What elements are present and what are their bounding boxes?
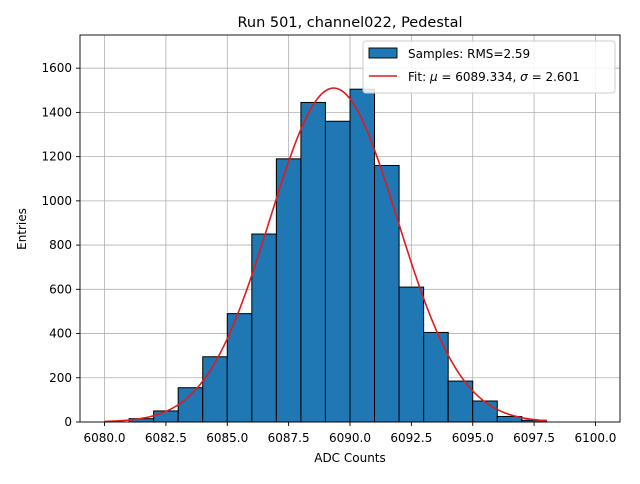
histogram-bar (300, 101, 326, 423)
x-tick-label: 6082.5 (145, 431, 187, 445)
fit-curve (104, 87, 547, 423)
histogram-bar (447, 380, 474, 423)
x-tick-label: 6087.5 (268, 431, 310, 445)
y-tick-label: 600 (49, 282, 72, 296)
histogram-bar (324, 120, 351, 423)
x-axis-ticks: 6080.0 6082.5 6085.0 6087.5 6090.0 6092.5 6095… (84, 422, 616, 445)
histogram-bar (275, 158, 302, 423)
histogram-bar (472, 400, 498, 423)
x-tick-label: 6090.0 (329, 431, 371, 445)
x-tick-label: 6097.5 (513, 431, 555, 445)
x-tick-label: 6080.0 (84, 431, 126, 445)
x-tick-label: 6095.0 (452, 431, 494, 445)
histogram-bar (423, 331, 449, 423)
y-tick-label: 800 (49, 238, 72, 252)
y-tick-label: 1200 (41, 150, 72, 164)
legend-fit-label: Fit: μ = 6089.334, σ = 2.601 (408, 70, 580, 84)
chart-title: Run 501, channel022, Pedestal (237, 15, 462, 31)
y-tick-label: 400 (49, 327, 72, 341)
y-tick-label: 0 (64, 415, 72, 429)
legend: Samples: RMS=2.59 Fit: μ = 6089.334, σ =… (362, 40, 616, 94)
histogram-bars (128, 88, 547, 423)
legend-histogram-swatch (368, 47, 398, 59)
y-tick-label: 200 (49, 371, 72, 385)
y-tick-label: 1000 (41, 194, 72, 208)
histogram-bar (374, 164, 400, 423)
x-axis-label: ADC Counts (314, 451, 386, 465)
y-tick-label: 1400 (41, 105, 72, 119)
x-tick-label: 6085.0 (206, 431, 248, 445)
histogram-bar (202, 356, 228, 423)
x-tick-label: 6100.0 (574, 431, 616, 445)
x-tick-label: 6092.5 (390, 431, 432, 445)
histogram-bar (177, 387, 204, 423)
histogram-bar (398, 286, 425, 423)
y-tick-label: 1600 (41, 61, 72, 75)
legend-histogram-label: Samples: RMS=2.59 (408, 47, 530, 61)
histogram-bar (153, 410, 179, 423)
y-axis-ticks: 0 200 400 600 800 1000 1200 1400 1600 (41, 61, 80, 429)
y-axis-label: Entries (15, 208, 29, 250)
legend-box (362, 40, 616, 94)
